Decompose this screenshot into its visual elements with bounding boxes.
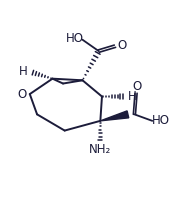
Text: O: O <box>18 88 27 101</box>
Text: O: O <box>117 39 126 52</box>
Text: NH₂: NH₂ <box>89 143 111 156</box>
Text: HO: HO <box>66 32 84 45</box>
Polygon shape <box>100 111 129 121</box>
Text: O: O <box>132 80 141 93</box>
Text: HO: HO <box>152 114 170 127</box>
Text: H: H <box>19 65 28 78</box>
Text: H: H <box>128 90 137 103</box>
